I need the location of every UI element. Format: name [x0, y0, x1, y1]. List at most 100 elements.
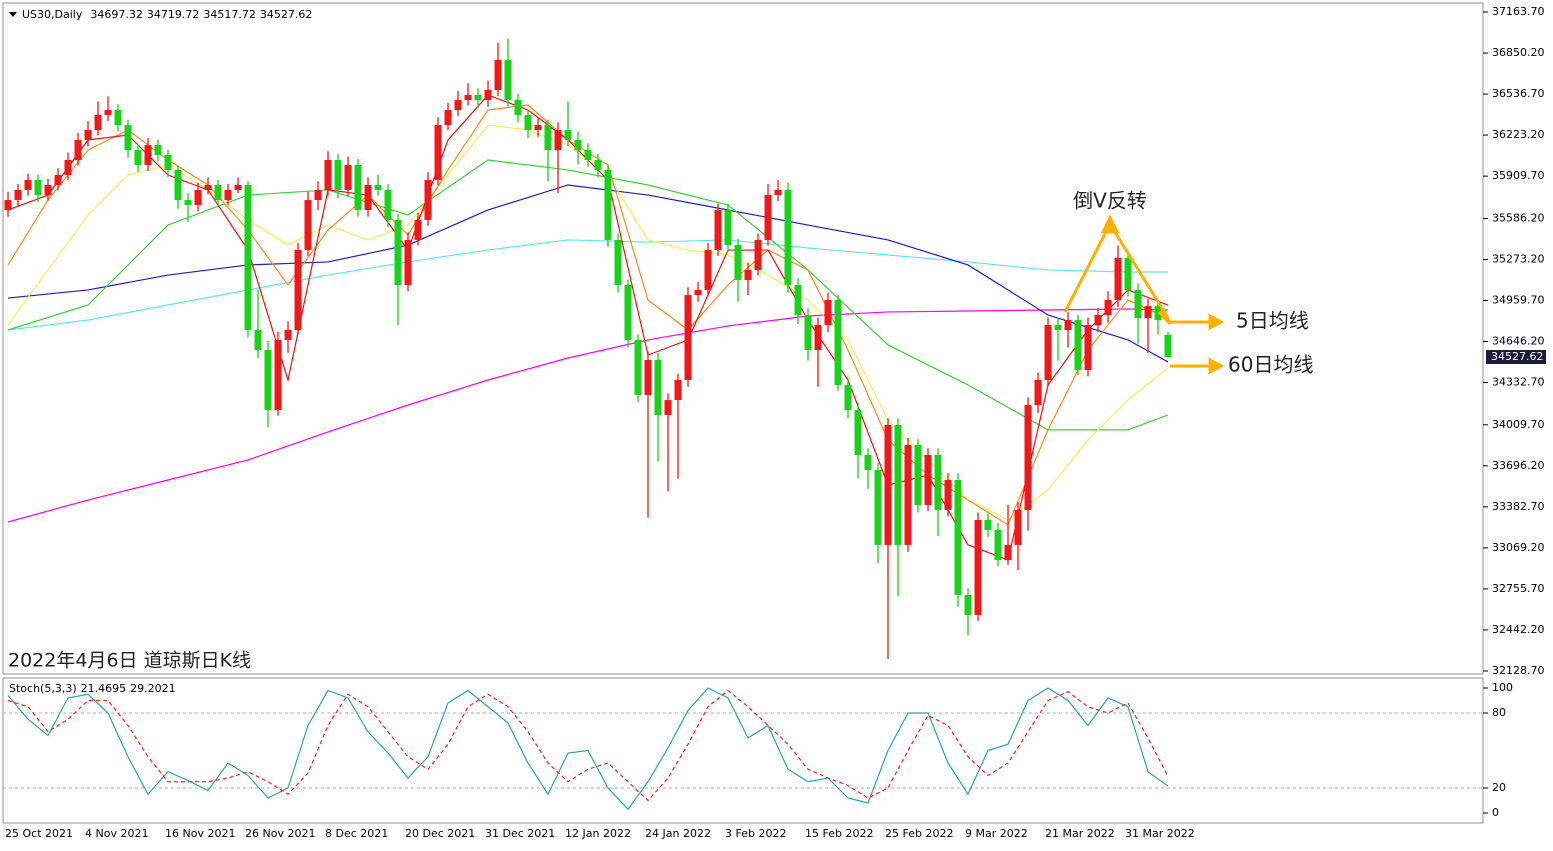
y-tick-label: 32442.20 [1492, 623, 1545, 636]
candle-body [864, 455, 872, 470]
candle-body [1084, 325, 1092, 371]
y-tick-label: 33696.20 [1492, 459, 1545, 472]
x-tick-label: 24 Jan 2022 [645, 827, 711, 840]
x-tick-label: 12 Jan 2022 [565, 827, 631, 840]
y-tick-label: 35909.70 [1492, 169, 1545, 182]
candle-body [454, 100, 462, 110]
candle-body [374, 184, 382, 190]
candle-body [564, 130, 572, 140]
candle-body [674, 380, 682, 401]
candle-body [484, 89, 492, 101]
candle-body [214, 184, 222, 201]
y-tick-label: 33069.20 [1492, 541, 1545, 554]
candle-body [534, 125, 542, 131]
candle-body [234, 184, 242, 190]
candle-body [274, 339, 282, 410]
candle-body [294, 250, 302, 331]
y-tick-label: 100 [1492, 681, 1513, 694]
candle-body [154, 145, 162, 156]
close-value: 34527.62 [260, 8, 313, 21]
y-tick-label: 36223.20 [1492, 128, 1545, 141]
x-tick-label: 9 Mar 2022 [965, 827, 1028, 840]
y-tick-label: 0 [1492, 806, 1499, 819]
y-tick-label: 35586.20 [1492, 211, 1545, 224]
candle-body [1144, 306, 1152, 319]
stoch-d: 29.2021 [130, 682, 176, 695]
price-plot [4, 38, 1172, 660]
x-tick-label: 25 Oct 2021 [5, 827, 73, 840]
candle-body [924, 455, 932, 506]
candle-body [24, 180, 32, 190]
candle-body [1124, 258, 1132, 290]
candle-body [314, 189, 322, 201]
candle-body [834, 300, 842, 385]
candle-body [854, 409, 862, 456]
candle-body [224, 189, 232, 201]
candle-body [1104, 300, 1112, 316]
low-value: 34517.72 [203, 8, 256, 21]
arrow-head [1208, 357, 1225, 375]
candle-body [414, 219, 422, 240]
candle-body [194, 189, 202, 206]
candle-body [774, 189, 782, 196]
y-tick-label: 34646.20 [1492, 335, 1545, 348]
candle-body [754, 239, 762, 270]
candle-body [394, 219, 402, 285]
candle-body [504, 59, 512, 101]
candle-body [1114, 258, 1122, 301]
y-tick-label: 34009.70 [1492, 418, 1545, 431]
candle-body [464, 94, 472, 101]
candle-body [764, 195, 772, 240]
candle-body [4, 200, 12, 211]
y-tick-label: 36536.70 [1492, 87, 1545, 100]
candle-body [424, 180, 432, 220]
candle-body [404, 239, 412, 285]
candle-body [334, 159, 342, 190]
menu-triangle [9, 12, 17, 17]
candle-body [634, 339, 642, 395]
candle-body [804, 315, 812, 351]
candle-body [444, 109, 452, 126]
moving-average [7, 308, 1169, 523]
symbol: US30,Daily [22, 8, 83, 21]
candle-body [344, 164, 352, 190]
annotation: 60日均线 [1228, 353, 1313, 377]
candle-body [994, 529, 1002, 560]
y-tick-label: 80 [1492, 706, 1506, 719]
candle-body [544, 125, 552, 151]
x-tick-label: 3 Feb 2022 [725, 827, 786, 840]
candle-body [594, 159, 602, 170]
price-tag [1486, 350, 1546, 365]
candle-body [284, 330, 292, 340]
candle-body [954, 480, 962, 595]
candle-body [824, 300, 832, 326]
x-tick-label: 4 Nov 2021 [85, 827, 148, 840]
candle-body [1064, 320, 1072, 331]
candle-body [734, 244, 742, 281]
candle-body [554, 130, 562, 151]
candle-body [474, 94, 482, 101]
candle-body [624, 284, 632, 340]
candle-body [44, 184, 52, 196]
candle-body [724, 209, 732, 245]
candle-body [1034, 380, 1042, 406]
candle-body [354, 164, 362, 210]
x-tick-label: 31 Dec 2021 [485, 827, 555, 840]
arrow-head [1100, 214, 1120, 234]
y-tick-label: 34332.70 [1492, 376, 1545, 389]
x-tick-label: 31 Mar 2022 [1125, 827, 1195, 840]
x-tick-label: 15 Feb 2022 [805, 827, 873, 840]
candle-body [794, 284, 802, 316]
x-tick-label: 25 Feb 2022 [885, 827, 953, 840]
candle-body [584, 150, 592, 160]
x-tick-label: 16 Nov 2021 [165, 827, 235, 840]
candle-body [244, 184, 252, 331]
candle-body [944, 480, 952, 510]
stoch-line [7, 689, 1169, 802]
candle-body [304, 200, 312, 251]
main-panel [2, 2, 1484, 675]
candle-body [1054, 325, 1062, 331]
candle-body [104, 109, 112, 115]
